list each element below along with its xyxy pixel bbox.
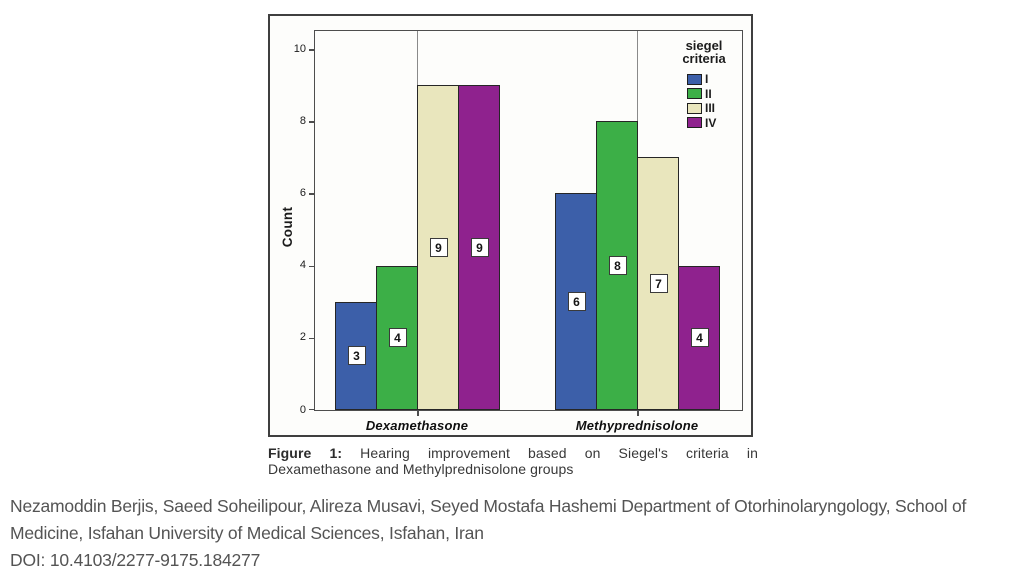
legend-item-II: II: [687, 87, 735, 102]
bar-value-label: 4: [388, 328, 407, 348]
bar-value-label: 8: [608, 256, 627, 276]
bar-value-label: 4: [690, 328, 709, 348]
bar-value-label: 6: [567, 292, 586, 312]
figure-caption-line1: Figure 1: Hearing improvement based on S…: [268, 445, 758, 461]
legend-swatch-III: [687, 102, 702, 114]
legend-item-label: II: [705, 86, 712, 101]
y-tick-label: 6: [299, 186, 306, 199]
bar-value-label: 9: [429, 238, 448, 258]
legend: siegel criteria I II III IV: [673, 39, 735, 130]
affiliation-line: Medicine, Isfahan University of Medical …: [10, 523, 484, 543]
y-tick-label: 10: [293, 42, 306, 55]
x-tick-mark: [417, 410, 419, 416]
y-tick-label: 2: [299, 331, 306, 344]
footer: Nezamoddin Berjis, Saeed Soheilipour, Al…: [10, 493, 1020, 574]
bar-value-label: 3: [347, 346, 366, 366]
figure-caption-line2: Dexamethasone and Methylprednisolone gro…: [268, 461, 574, 477]
legend-item-label: I: [705, 72, 709, 87]
legend-item-III: III: [687, 101, 735, 116]
figure-caption-text: Hearing improvement based on Siegel's cr…: [360, 445, 758, 461]
figure-panel: siegel criteria I II III IV 0 2 4 6 8 10 Dexameth…: [268, 14, 753, 437]
y-tick-label: 8: [299, 114, 306, 127]
legend-item-IV: IV: [687, 116, 735, 131]
legend-title-line1: siegel: [685, 38, 723, 53]
x-category-label-methyprednisolone: Methyprednisolone: [575, 418, 699, 433]
y-tick-mark: [309, 408, 315, 410]
y-tick-mark: [309, 121, 315, 123]
y-axis-title: Count: [280, 206, 295, 248]
y-tick-label: 4: [299, 259, 306, 272]
chart-plot-area: siegel criteria I II III IV 0 2 4 6 8 10 Dexameth…: [294, 30, 743, 433]
legend-swatch-IV: [687, 117, 702, 129]
legend-item-I: I: [687, 72, 735, 87]
legend-item-label: III: [705, 101, 716, 116]
legend-items: I II III IV: [673, 72, 735, 130]
x-category-label-dexamethasone: Dexamethasone: [365, 418, 469, 433]
y-tick-label: 0: [299, 403, 306, 416]
bar-value-label: 7: [649, 274, 668, 294]
y-tick-mark: [309, 337, 315, 340]
y-tick-mark: [309, 193, 315, 195]
doi-line: DOI: 10.4103/2277-9175.184277: [10, 550, 261, 570]
y-tick-mark: [309, 49, 315, 51]
legend-title-line2: criteria: [682, 51, 726, 66]
x-tick-mark: [637, 410, 639, 416]
y-tick-mark: [309, 265, 315, 268]
legend-swatch-II: [687, 88, 702, 100]
authors-line: Nezamoddin Berjis, Saeed Soheilipour, Al…: [10, 496, 967, 516]
figure-caption-label: Figure 1:: [268, 445, 343, 461]
legend-swatch-I: [687, 73, 702, 85]
bar-value-label: 9: [470, 238, 489, 258]
figure-caption: Figure 1: Hearing improvement based on S…: [268, 445, 758, 477]
legend-item-label: IV: [705, 115, 717, 130]
